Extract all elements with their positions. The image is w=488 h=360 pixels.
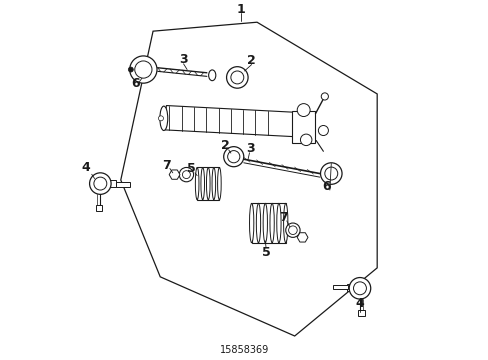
Ellipse shape: [160, 106, 167, 131]
Ellipse shape: [269, 203, 274, 243]
Ellipse shape: [195, 167, 199, 200]
Polygon shape: [297, 233, 307, 242]
Circle shape: [179, 167, 193, 182]
Text: 7: 7: [162, 159, 170, 172]
Circle shape: [320, 163, 341, 184]
Text: 15858369: 15858369: [220, 345, 268, 355]
Circle shape: [353, 282, 366, 295]
Text: 5: 5: [261, 246, 270, 259]
Circle shape: [324, 167, 337, 180]
Ellipse shape: [263, 203, 267, 243]
Text: 6: 6: [321, 180, 330, 193]
Circle shape: [227, 150, 239, 163]
Text: 2: 2: [247, 54, 256, 67]
Bar: [291, 111, 315, 143]
Polygon shape: [169, 170, 180, 179]
Bar: [357, 310, 364, 316]
Bar: [333, 284, 347, 289]
Circle shape: [285, 223, 300, 237]
Bar: [116, 182, 130, 186]
Bar: [96, 205, 102, 211]
Ellipse shape: [249, 203, 253, 243]
Text: 6: 6: [131, 77, 139, 90]
Bar: [165, 105, 298, 137]
Text: 3: 3: [246, 142, 255, 155]
Text: 4: 4: [81, 161, 90, 174]
Bar: [346, 284, 356, 291]
Circle shape: [321, 93, 328, 100]
Bar: [197, 167, 219, 200]
Circle shape: [223, 147, 244, 167]
Circle shape: [226, 67, 247, 88]
Ellipse shape: [212, 167, 215, 200]
Ellipse shape: [217, 167, 221, 200]
Bar: [251, 203, 285, 243]
Text: 3: 3: [179, 53, 187, 66]
Circle shape: [288, 226, 297, 234]
Circle shape: [318, 126, 328, 135]
Ellipse shape: [206, 167, 210, 200]
Circle shape: [348, 278, 370, 299]
Circle shape: [230, 71, 244, 84]
Circle shape: [158, 116, 163, 121]
Circle shape: [297, 104, 309, 117]
Ellipse shape: [201, 167, 204, 200]
Circle shape: [129, 56, 157, 83]
Circle shape: [94, 177, 106, 190]
Circle shape: [300, 134, 311, 145]
Circle shape: [182, 171, 190, 179]
Circle shape: [89, 173, 111, 194]
Bar: [106, 180, 116, 187]
Text: 1: 1: [236, 3, 245, 16]
Ellipse shape: [256, 203, 260, 243]
Circle shape: [128, 67, 133, 72]
Ellipse shape: [283, 203, 287, 243]
Text: 4: 4: [355, 297, 364, 310]
Ellipse shape: [276, 203, 281, 243]
Text: 5: 5: [187, 162, 195, 175]
Text: 2: 2: [221, 139, 230, 152]
Ellipse shape: [208, 70, 215, 81]
Text: 7: 7: [278, 211, 287, 224]
Circle shape: [135, 61, 152, 78]
